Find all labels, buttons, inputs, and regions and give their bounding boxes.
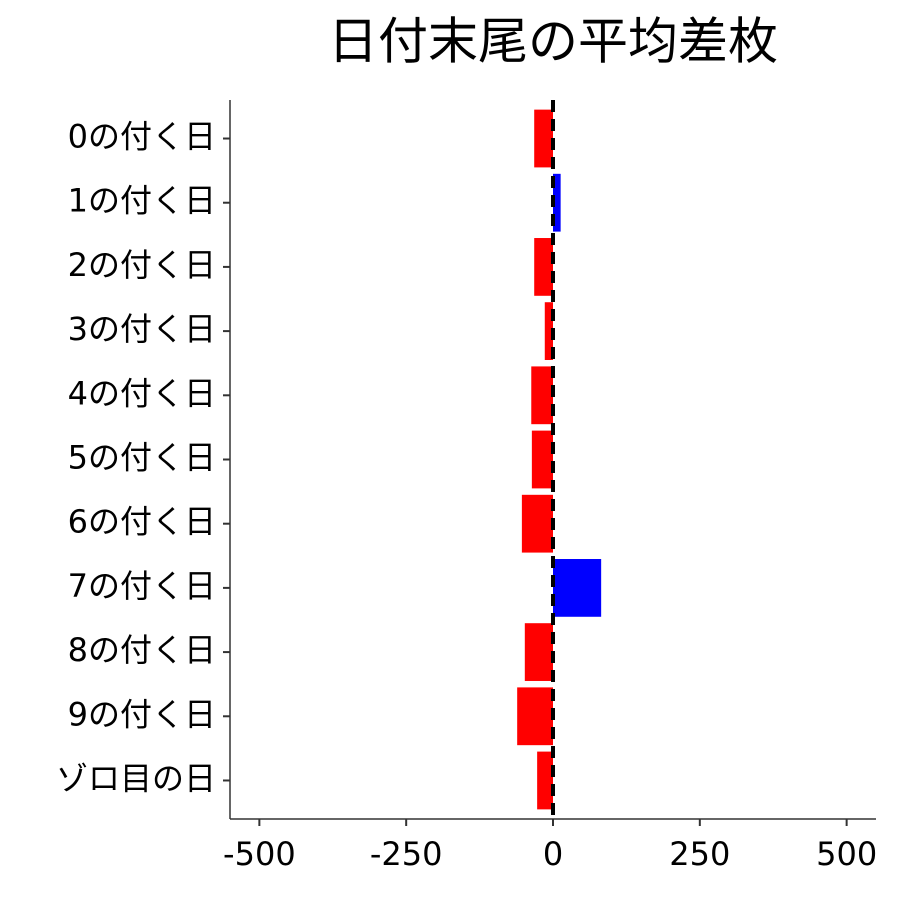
y-tick-label: 1の付く日 (68, 182, 216, 220)
bar (553, 173, 561, 232)
y-tick-label: 9の付く日 (68, 695, 216, 733)
chart-title: 日付末尾の平均差枚 (328, 13, 778, 71)
x-tick-label: 250 (669, 835, 730, 873)
y-tick-label: 5の付く日 (68, 439, 216, 477)
bar (521, 494, 553, 553)
bar (537, 751, 553, 810)
bar (534, 109, 553, 168)
bar (517, 687, 553, 746)
bar (553, 559, 602, 617)
bar (544, 302, 553, 360)
bar (534, 238, 553, 296)
y-tick-label: 3の付く日 (68, 310, 216, 348)
x-tick-label: 0 (543, 835, 563, 873)
x-tick-label: -500 (223, 835, 296, 873)
x-tick-label: -250 (370, 835, 443, 873)
bar (531, 430, 553, 489)
y-tick-label: 7の付く日 (68, 567, 216, 605)
y-tick-label: 8の付く日 (68, 631, 216, 669)
y-tick-label: 6の付く日 (68, 503, 216, 541)
y-tick-label: 2の付く日 (68, 246, 216, 284)
bar (531, 366, 553, 425)
y-tick-label: 0の付く日 (68, 118, 216, 156)
y-tick-label: 4の付く日 (68, 374, 216, 412)
bar (524, 623, 553, 681)
x-tick-label: 500 (816, 835, 877, 873)
y-tick-label: ゾロ目の日 (56, 759, 216, 797)
